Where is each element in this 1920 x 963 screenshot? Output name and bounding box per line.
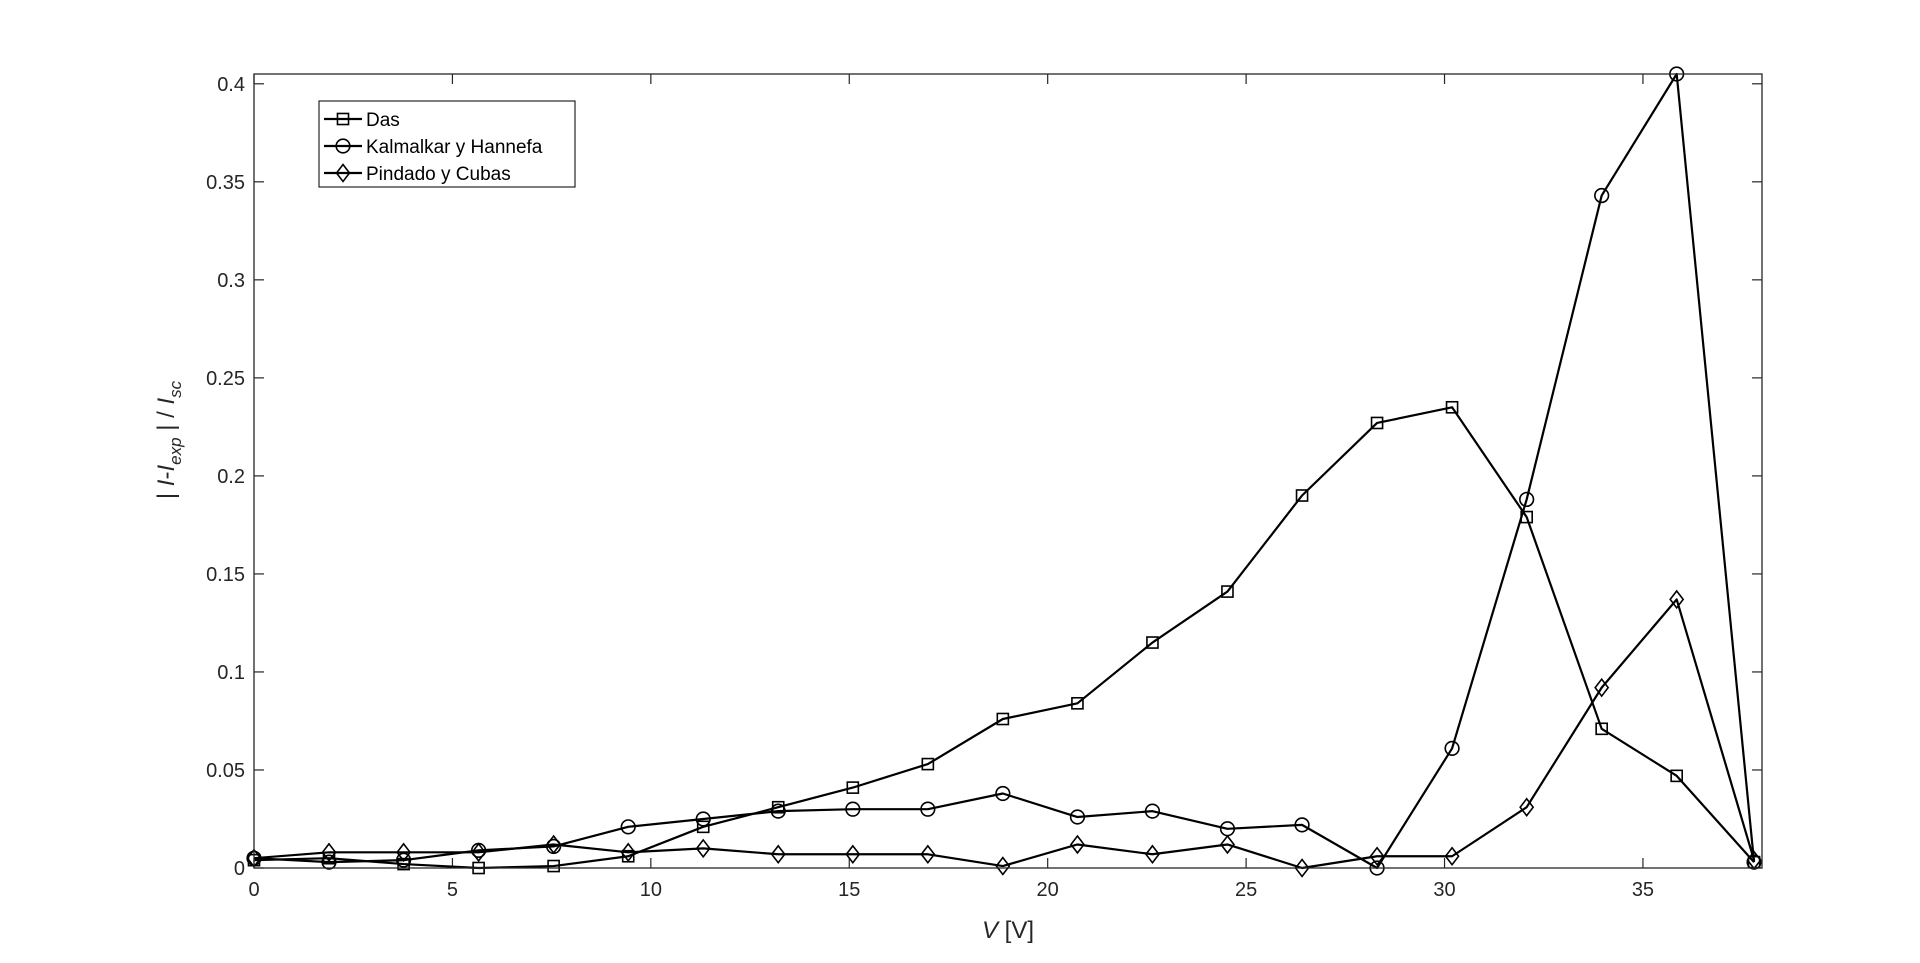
x-tick-label: 0 bbox=[248, 879, 259, 901]
y-label-current-exp: I bbox=[153, 465, 180, 472]
data-point-das bbox=[1071, 696, 1084, 710]
x-tick-label: 25 bbox=[1235, 879, 1257, 901]
x-axis-label: V [V] bbox=[982, 917, 1034, 944]
x-tick-label: 20 bbox=[1037, 879, 1059, 901]
series-line-das bbox=[253, 406, 1755, 870]
data-point-pindado-y-cubas bbox=[396, 842, 412, 863]
y-tick-label: 0 bbox=[234, 858, 245, 880]
legend-items: Das Kalmalkar y Hannefa Pindado y Cubas bbox=[324, 110, 543, 185]
data-point-das bbox=[1670, 769, 1684, 783]
data-point-das bbox=[696, 820, 710, 834]
legend-label-das: Das bbox=[366, 110, 400, 131]
y-tick-label: 0.15 bbox=[206, 564, 245, 586]
x-tick-label: 35 bbox=[1632, 879, 1654, 901]
y-tick-label: 0.2 bbox=[217, 466, 245, 488]
y-tick-label: 0.4 bbox=[217, 74, 245, 96]
data-point-das bbox=[1295, 489, 1309, 502]
y-tick-label: 0.25 bbox=[206, 368, 245, 390]
x-tick-label: 15 bbox=[838, 879, 860, 901]
ticks-layer: 0 5 10 15 20 25 30 35 0 0.05 0.1 0.15 0.2 0.25 0.3 0.35… bbox=[206, 74, 1762, 901]
y-axis-label: | I-Iexp | / Isc bbox=[153, 380, 185, 499]
data-point-das bbox=[1595, 722, 1609, 736]
legend-marker-das bbox=[336, 112, 350, 126]
y-tick-label: 0.1 bbox=[217, 662, 245, 684]
y-tick-label: 0.35 bbox=[206, 172, 245, 194]
data-point-kalmalkar-y-hannefa bbox=[995, 785, 1011, 802]
legend-marker-kalmalkar-y-hannefa bbox=[335, 138, 351, 154]
legend-label-pindado-y-cubas: Pindado y Cubas bbox=[366, 164, 511, 185]
series-layer bbox=[246, 66, 1762, 878]
data-point-kalmalkar-y-hannefa bbox=[1069, 809, 1086, 825]
data-point-pindado-y-cubas bbox=[1069, 834, 1085, 855]
data-point-das bbox=[547, 859, 560, 873]
data-point-pindado-y-cubas bbox=[471, 842, 487, 863]
data-point-kalmalkar-y-hannefa bbox=[1144, 803, 1161, 819]
y-tick-label: 0.05 bbox=[206, 760, 245, 782]
data-point-das bbox=[996, 712, 1010, 726]
legend-marker-pindado-y-cubas bbox=[335, 163, 351, 183]
y-label-bar-right: | / bbox=[153, 405, 180, 438]
data-point-pindado-y-cubas bbox=[1669, 589, 1685, 610]
data-point-pindado-y-cubas bbox=[1519, 797, 1535, 817]
plot-background bbox=[254, 74, 1762, 868]
y-label-bar-left: | bbox=[153, 486, 180, 499]
data-point-pindado-y-cubas bbox=[321, 842, 337, 863]
legend: Das Kalmalkar y Hannefa Pindado y Cubas bbox=[318, 100, 576, 188]
x-tick-label: 10 bbox=[640, 879, 662, 901]
series-line-pindado-y-cubas bbox=[253, 598, 1756, 870]
data-point-kalmalkar-y-hannefa bbox=[920, 801, 936, 817]
data-point-das bbox=[921, 757, 935, 771]
data-point-pindado-y-cubas bbox=[770, 844, 786, 865]
axes-box bbox=[253, 73, 1763, 869]
data-point-kalmalkar-y-hannefa bbox=[1594, 187, 1610, 204]
data-point-das bbox=[1370, 416, 1384, 430]
data-point-pindado-y-cubas bbox=[845, 844, 861, 865]
data-point-kalmalkar-y-hannefa bbox=[1294, 817, 1310, 833]
x-tick-label: 5 bbox=[447, 879, 458, 901]
data-point-das bbox=[1445, 400, 1459, 414]
data-point-kalmalkar-y-hannefa bbox=[1444, 740, 1460, 757]
x-tick-label: 30 bbox=[1433, 879, 1455, 901]
y-label-current: I bbox=[153, 479, 180, 486]
x-axis-variable: V bbox=[982, 917, 1000, 944]
data-point-das bbox=[1146, 636, 1159, 649]
data-point-kalmalkar-y-hannefa bbox=[770, 803, 786, 819]
data-point-das bbox=[846, 781, 860, 794]
data-point-pindado-y-cubas bbox=[1144, 844, 1160, 865]
data-point-das bbox=[1221, 585, 1234, 598]
data-point-kalmalkar-y-hannefa bbox=[1519, 491, 1535, 508]
data-point-pindado-y-cubas bbox=[1594, 677, 1610, 698]
data-point-pindado-y-cubas bbox=[995, 856, 1011, 876]
data-point-pindado-y-cubas bbox=[546, 834, 562, 855]
data-point-pindado-y-cubas bbox=[1219, 834, 1235, 855]
data-point-pindado-y-cubas bbox=[1444, 846, 1460, 866]
legend-label-kalmalkar-y-hannefa: Kalmalkar y Hannefa bbox=[366, 137, 543, 158]
data-point-kalmalkar-y-hannefa bbox=[321, 854, 337, 870]
data-point-pindado-y-cubas bbox=[920, 844, 936, 865]
data-point-kalmalkar-y-hannefa bbox=[620, 819, 636, 835]
data-point-kalmalkar-y-hannefa bbox=[695, 811, 711, 827]
y-label-current-sc: I bbox=[153, 398, 180, 405]
data-point-pindado-y-cubas bbox=[1294, 858, 1310, 878]
data-point-pindado-y-cubas bbox=[695, 838, 711, 859]
y-tick-label: 0.3 bbox=[217, 270, 245, 292]
data-point-kalmalkar-y-hannefa bbox=[845, 801, 861, 817]
data-point-pindado-y-cubas bbox=[620, 842, 636, 863]
x-axis-unit: [V] bbox=[998, 917, 1034, 944]
y-label-sc-subscript: sc bbox=[166, 380, 185, 398]
data-point-pindado-y-cubas bbox=[1369, 846, 1385, 866]
y-label-exp-subscript: exp bbox=[166, 437, 185, 464]
y-label-dash: - bbox=[153, 472, 180, 480]
